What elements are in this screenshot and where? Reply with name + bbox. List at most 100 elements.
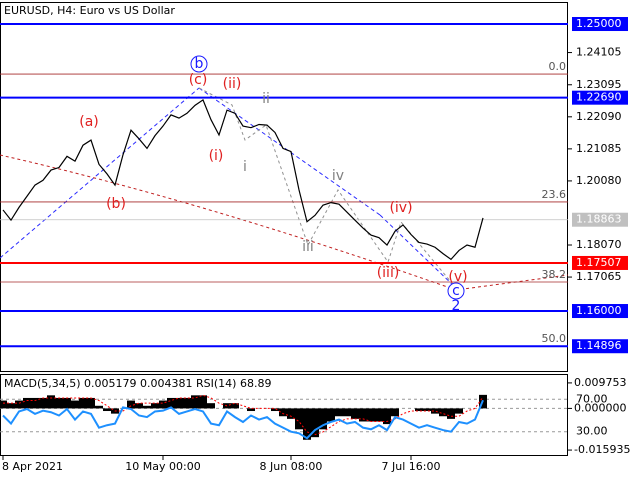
macd-bar xyxy=(159,400,167,409)
macd-bar xyxy=(87,397,95,409)
x-tick-label: 8 Apr 2021 xyxy=(2,460,63,473)
level-line-box xyxy=(572,255,628,270)
wave-label: (a) xyxy=(79,114,99,130)
macd-bar xyxy=(311,408,319,438)
level-line-box xyxy=(572,90,628,105)
macd-bar xyxy=(207,403,215,409)
wave-line xyxy=(0,154,569,291)
y-tick-label: 1.23095 xyxy=(576,78,622,91)
macd-bar xyxy=(23,397,31,409)
wave-label: iii xyxy=(302,239,314,255)
macd-bar xyxy=(287,408,295,419)
macd-bar xyxy=(295,408,303,430)
indicator-frame xyxy=(0,374,568,456)
fib-label: 0.0 xyxy=(549,60,567,73)
wave-label: (iv) xyxy=(389,200,412,216)
macd-bar xyxy=(143,405,151,409)
level-line-label: 1.17507 xyxy=(576,256,622,269)
y-tick-label: 1.22090 xyxy=(576,110,622,123)
y2-tick-label: 70.00 xyxy=(576,392,608,405)
macd-bar xyxy=(367,408,375,422)
macd-bar xyxy=(415,408,423,412)
x-tick-label: 10 May 00:00 xyxy=(125,460,200,473)
wave-label: (i) xyxy=(209,148,224,164)
y2-tick-label: 30.00 xyxy=(576,425,608,438)
wave-line xyxy=(379,214,457,289)
fib-label: 38.2 xyxy=(542,268,567,281)
macd-bar xyxy=(135,403,143,409)
macd-bar xyxy=(319,408,327,430)
macd-bar xyxy=(175,397,183,409)
macd-bar xyxy=(335,408,343,417)
macd-bar xyxy=(63,397,71,409)
last-price-line-box xyxy=(572,212,628,227)
macd-bar xyxy=(199,395,207,409)
macd-bar xyxy=(279,408,287,417)
macd-bar xyxy=(343,408,351,417)
macd-bar xyxy=(0,400,7,409)
macd-bar xyxy=(383,408,391,425)
wave-circle xyxy=(190,55,208,73)
macd-bar xyxy=(167,397,175,409)
macd-bar xyxy=(431,408,439,414)
wave-line xyxy=(198,87,381,216)
x-tick-label: 7 Jul 16:00 xyxy=(382,460,441,473)
chart-title: EURUSD, H4: Euro vs US Dollar xyxy=(4,4,175,17)
wave-label: (iii) xyxy=(377,265,400,281)
y-tick-label: 1.20080 xyxy=(576,174,622,187)
wave-label: i xyxy=(243,159,247,175)
main-frame xyxy=(0,2,568,372)
level-line-box xyxy=(572,17,628,32)
wave-label: iv xyxy=(332,168,344,184)
macd-bar xyxy=(95,405,103,409)
wave-label: (b) xyxy=(106,196,126,212)
macd-bar xyxy=(103,408,111,412)
wave-label: (c) xyxy=(189,72,208,88)
last-price-line-label: 1.18863 xyxy=(576,213,622,226)
price-line xyxy=(2,99,484,261)
y-tick-label: -0.015935 xyxy=(574,443,630,456)
wave-label: 2 xyxy=(452,298,461,314)
wave-circle xyxy=(447,282,465,300)
y-tick-label: 1.18070 xyxy=(576,238,622,251)
macd-bar xyxy=(327,408,335,422)
y-tick-label: 1.17065 xyxy=(576,270,622,283)
macd-bar xyxy=(151,403,159,409)
macd-bar xyxy=(31,397,39,409)
macd-bar xyxy=(47,395,55,409)
macd-bar xyxy=(231,403,239,409)
wave-label: ii xyxy=(262,91,270,107)
wave-label: (v) xyxy=(448,269,467,285)
macd-bar xyxy=(127,400,135,409)
y-tick-label: 1.24105 xyxy=(576,46,622,59)
macd-bar xyxy=(55,397,63,409)
wave-line xyxy=(0,87,200,259)
macd-bar xyxy=(447,408,455,419)
rsi-line xyxy=(2,399,484,440)
macd-bar xyxy=(351,408,359,419)
macd-bar xyxy=(439,408,447,417)
macd-bar xyxy=(247,408,255,412)
y-tick-label: 0.009753 xyxy=(574,376,627,389)
macd-bar xyxy=(15,400,23,409)
macd-bar xyxy=(39,397,47,409)
level-line-label: 1.25000 xyxy=(576,17,622,30)
y-tick-label: 0.000000 xyxy=(574,401,627,414)
wave-label: (ii) xyxy=(223,76,242,92)
level-line-label: 1.16000 xyxy=(576,304,622,317)
level-line-label: 1.14896 xyxy=(576,339,622,352)
signal-line xyxy=(3,394,484,436)
fib-label: 23.6 xyxy=(542,188,567,201)
macd-bar xyxy=(79,397,87,409)
macd-bar xyxy=(423,408,431,412)
x-tick-label: 8 Jun 08:00 xyxy=(260,460,323,473)
macd-bar xyxy=(303,408,311,440)
wave-line xyxy=(198,87,457,289)
macd-bar xyxy=(7,403,15,409)
level-line-box xyxy=(572,304,628,319)
macd-bar xyxy=(183,397,191,409)
level-line-label: 1.22690 xyxy=(576,91,622,104)
macd-bar xyxy=(455,408,463,414)
macd-bar xyxy=(71,400,79,409)
